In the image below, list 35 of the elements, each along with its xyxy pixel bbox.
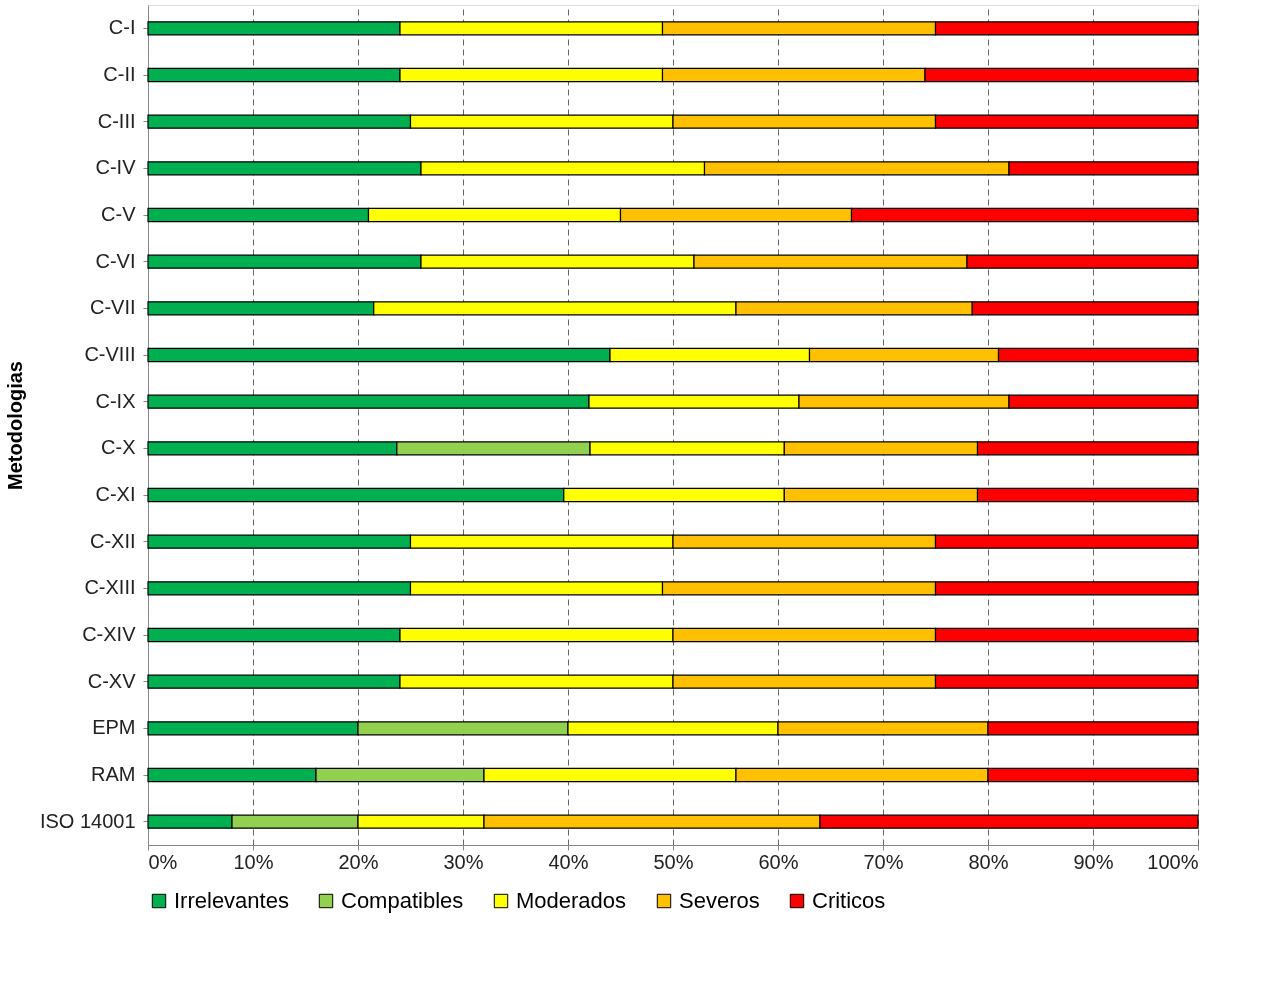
y-tick-label: C-III	[97, 109, 136, 132]
x-tick-label: 30%	[443, 850, 484, 873]
y-tick-label: C-X	[101, 436, 136, 459]
y-tick-label: C-II	[103, 63, 136, 85]
y-tick-label: EPM	[92, 716, 136, 739]
x-tick-label: 80%	[968, 850, 1009, 873]
y-tick-label: C-I	[108, 16, 136, 39]
y-tick-label: RAM	[91, 763, 136, 785]
legend-label: Criticos	[812, 888, 886, 913]
y-tick-label: C-VI	[95, 249, 136, 272]
legend-label: Severos	[679, 888, 760, 913]
y-axis-title: Metodologias	[3, 361, 26, 490]
y-tick-label: C-IX	[95, 389, 136, 412]
y-tick-label: C-XIII	[84, 576, 136, 599]
legend-label: Moderados	[516, 888, 627, 913]
x-tick-label: 70%	[863, 850, 904, 873]
y-tick-label: C-XV	[87, 669, 137, 692]
x-tick-label: 90%	[1073, 850, 1114, 873]
y-tick-label: C-IV	[95, 156, 137, 179]
x-tick-label: 10%	[233, 850, 274, 873]
x-tick-label: 50%	[653, 850, 694, 873]
y-tick-label: C-VII	[89, 296, 136, 319]
y-tick-label: C-XII	[89, 529, 136, 552]
x-tick-label: 40%	[548, 850, 589, 873]
y-tick-label: C-V	[101, 203, 137, 225]
x-tick-label: 60%	[758, 850, 799, 873]
y-tick-label: C-XI	[95, 483, 136, 505]
x-tick-label: 0%	[148, 850, 178, 873]
y-tick-label: ISO 14001	[39, 809, 136, 832]
x-tick-label: 100%	[1147, 850, 1199, 873]
y-tick-label: C-XIV	[82, 623, 137, 645]
x-tick-label: 20%	[338, 850, 379, 873]
legend-label: Irrelevantes	[174, 888, 289, 913]
legend-label: Compatibles	[341, 888, 464, 913]
y-tick-label: C-VIII	[84, 343, 136, 365]
